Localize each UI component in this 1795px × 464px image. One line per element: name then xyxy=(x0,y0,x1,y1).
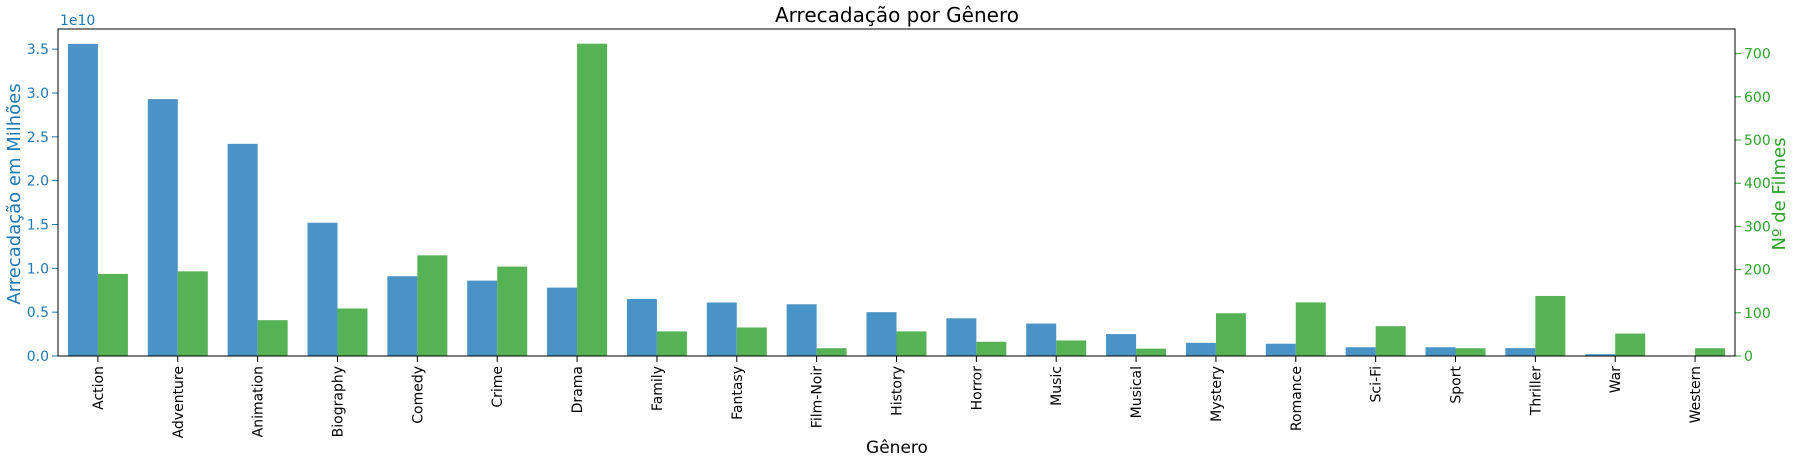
x-tick-label: Horror xyxy=(969,366,985,411)
bar-revenue-horror xyxy=(946,318,977,356)
left-y-tick-label: 0.5 xyxy=(27,305,49,321)
bar-films-war xyxy=(1615,333,1646,356)
bar-films-biography xyxy=(337,308,368,356)
right-y-tick-label: 100 xyxy=(1744,306,1771,322)
left-y-tick-label: 3.5 xyxy=(27,42,49,58)
axes-layer: Action Adventure Animation Biography Comedy C… xyxy=(27,28,1771,438)
bar-films-action xyxy=(97,273,128,356)
bar-revenue-sport xyxy=(1425,347,1456,356)
right-y-tick-label: 0 xyxy=(1744,349,1753,365)
right-y-tick-label: 500 xyxy=(1744,133,1771,149)
x-tick-label: Comedy xyxy=(410,366,426,424)
bar-revenue-mystery xyxy=(1185,342,1216,356)
bar-revenue-fantasy xyxy=(706,302,737,356)
bar-films-sport xyxy=(1455,348,1486,356)
left-axis-offset-label: 1e10 xyxy=(60,13,95,29)
bar-films-horror xyxy=(976,341,1007,356)
bar-films-thriller xyxy=(1535,295,1566,356)
bar-films-history xyxy=(896,331,927,356)
x-tick-label: Thriller xyxy=(1528,366,1544,416)
bar-revenue-animation xyxy=(227,143,258,356)
x-tick-label: Family xyxy=(650,366,666,411)
bar-revenue-action xyxy=(67,43,98,357)
bar-films-sci-fi xyxy=(1375,326,1406,356)
x-tick-label: Action xyxy=(91,366,107,410)
bar-revenue-film-noir xyxy=(786,304,817,356)
x-tick-label: Sport xyxy=(1449,365,1465,403)
bar-films-film-noir xyxy=(816,348,847,356)
bar-films-crime xyxy=(497,266,528,356)
x-tick-label: Mystery xyxy=(1209,366,1225,422)
bars-layer xyxy=(67,43,1726,357)
bar-revenue-musical xyxy=(1106,334,1137,356)
bar-revenue-comedy xyxy=(387,276,418,356)
bar-films-romance xyxy=(1295,302,1326,356)
bar-films-music xyxy=(1056,340,1087,356)
bar-revenue-thriller xyxy=(1505,348,1536,356)
x-tick-label: History xyxy=(890,366,906,416)
bar-revenue-sci-fi xyxy=(1345,347,1376,356)
chart-title: Arrecadação por Gênero xyxy=(775,3,1019,27)
bar-films-animation xyxy=(257,320,288,356)
x-tick-label: Fantasy xyxy=(730,366,746,420)
x-tick-label: War xyxy=(1608,366,1624,394)
bar-films-fantasy xyxy=(736,327,767,356)
x-tick-label: Sci-Fi xyxy=(1369,366,1385,402)
x-tick-label: Musical xyxy=(1129,366,1145,418)
x-axis-label: Gênero xyxy=(866,438,928,458)
bar-films-adventure xyxy=(177,271,208,356)
right-y-tick-label: 300 xyxy=(1744,219,1771,235)
left-y-tick-label: 2.0 xyxy=(27,174,49,190)
bar-revenue-adventure xyxy=(147,99,178,357)
bar-revenue-crime xyxy=(467,280,498,356)
right-y-tick-label: 400 xyxy=(1744,176,1771,192)
left-y-tick-label: 3.0 xyxy=(27,86,49,102)
left-y-tick-label: 0.0 xyxy=(27,349,49,365)
right-y-tick-label: 200 xyxy=(1744,263,1771,279)
x-tick-label: Film-Noir xyxy=(810,366,826,428)
bar-revenue-drama xyxy=(547,287,578,356)
x-tick-label: Music xyxy=(1049,366,1065,406)
bar-films-western xyxy=(1695,348,1726,356)
left-axis-label: Arrecadação em Milhões xyxy=(4,83,25,304)
bar-revenue-romance xyxy=(1265,343,1296,356)
bar-revenue-music xyxy=(1026,323,1057,356)
right-y-tick-label: 700 xyxy=(1744,47,1771,63)
bar-revenue-history xyxy=(866,312,897,356)
x-tick-label: Western xyxy=(1688,366,1704,423)
x-tick-label: Adventure xyxy=(171,366,187,438)
left-y-tick-label: 1.0 xyxy=(27,261,49,277)
x-tick-label: Crime xyxy=(490,366,506,408)
bar-revenue-war xyxy=(1585,354,1616,356)
bar-films-mystery xyxy=(1215,313,1246,356)
right-axis-label: Nº de Filmes xyxy=(1769,138,1790,251)
right-y-tick-label: 600 xyxy=(1744,90,1771,106)
plot-frame xyxy=(57,28,1736,357)
x-tick-label: Animation xyxy=(251,366,267,437)
bar-revenue-family xyxy=(626,299,657,356)
left-y-tick-label: 1.5 xyxy=(27,217,49,233)
x-tick-label: Romance xyxy=(1289,366,1305,431)
bar-films-musical xyxy=(1136,348,1167,356)
bar-films-family xyxy=(656,331,687,356)
x-tick-label: Drama xyxy=(570,366,586,413)
bar-films-comedy xyxy=(417,255,448,356)
bar-revenue-biography xyxy=(307,222,338,356)
left-y-tick-label: 2.5 xyxy=(27,130,49,146)
x-tick-label: Biography xyxy=(331,366,347,437)
bar-films-drama xyxy=(577,43,608,356)
